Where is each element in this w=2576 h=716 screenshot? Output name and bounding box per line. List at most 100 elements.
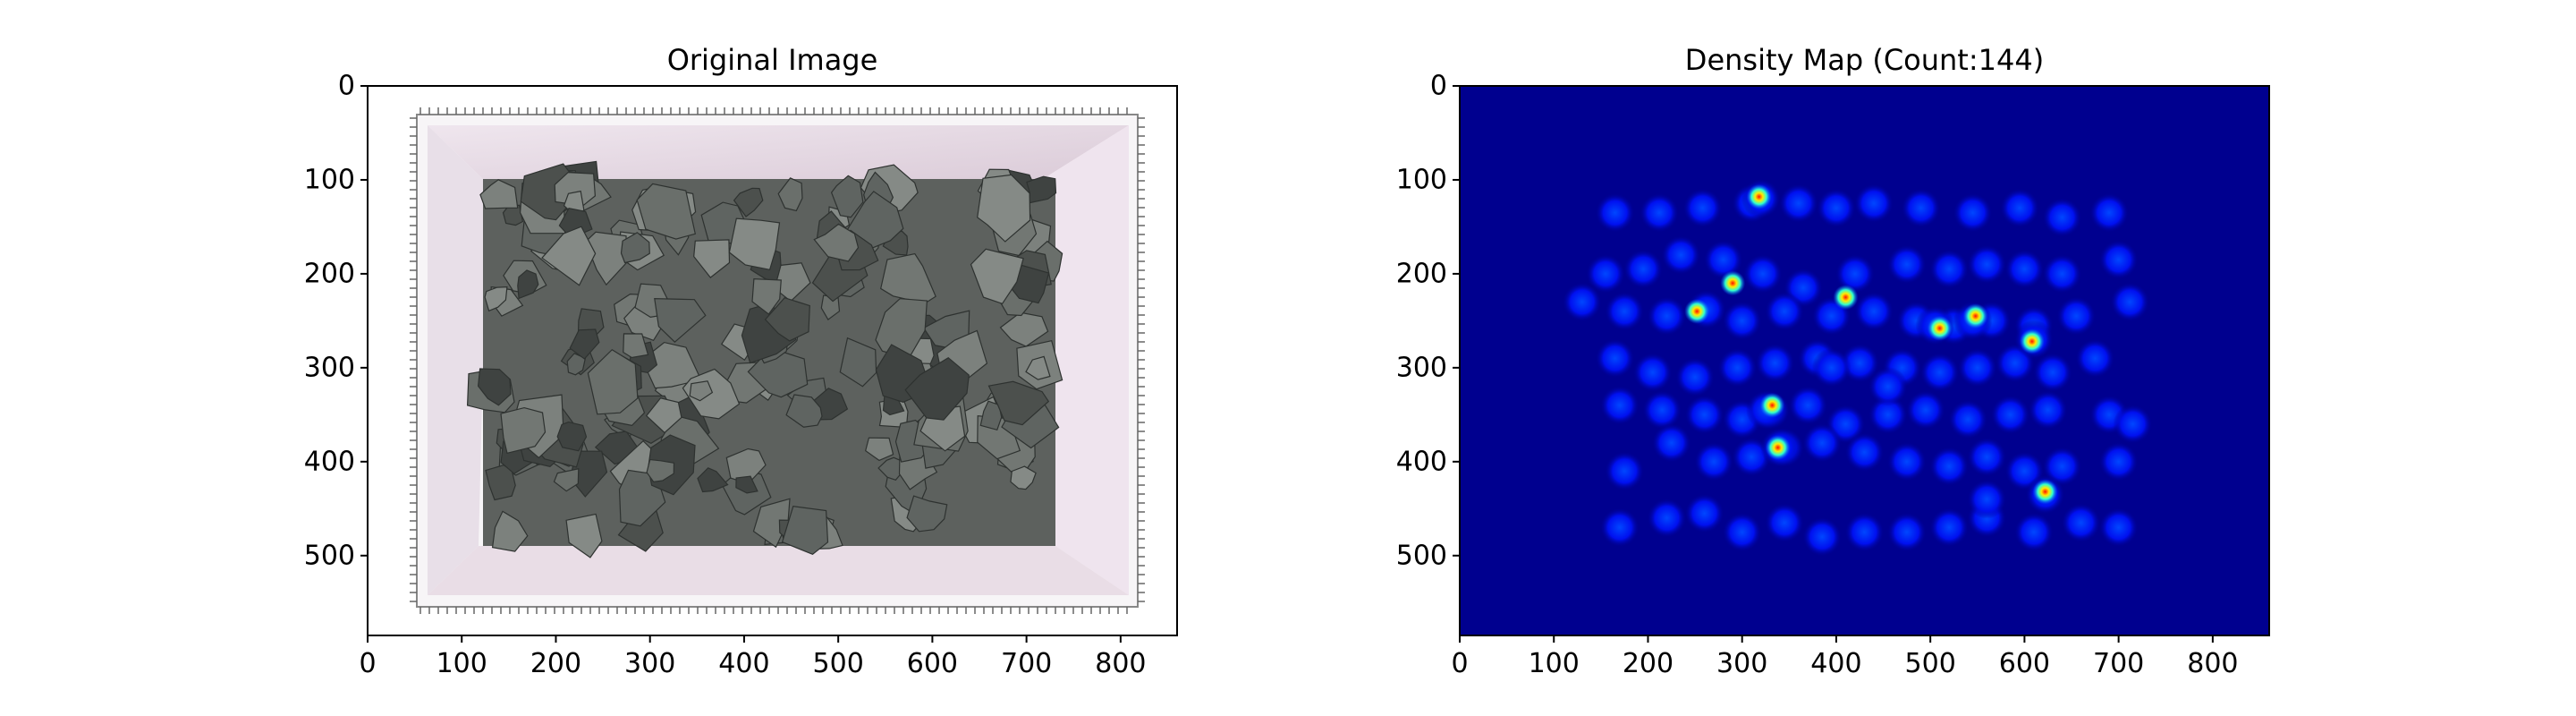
density-blob (1647, 498, 1687, 538)
density-blob (1722, 301, 1762, 341)
rock (1010, 465, 1037, 490)
x-tick-label: 300 (624, 648, 676, 679)
density-blob (1844, 512, 1885, 552)
y-tick-label: 0 (337, 70, 355, 102)
rock (553, 468, 580, 492)
rock (830, 175, 864, 218)
rock (623, 333, 649, 359)
rock (735, 475, 758, 494)
density-blob (2061, 503, 2101, 543)
rock (781, 506, 829, 555)
rock (820, 294, 841, 320)
density-blob (2113, 404, 2153, 444)
rock (484, 286, 508, 312)
x-tick-label: 800 (1095, 648, 1147, 679)
density-blob (1640, 192, 1680, 233)
density-blob (1953, 192, 1993, 233)
density-blob (2098, 507, 2139, 548)
density-blob (1703, 240, 1743, 280)
density-blob (1765, 291, 1805, 331)
density-blob (2042, 253, 2082, 294)
density-blob (2042, 197, 2082, 237)
density-hotspot (1765, 435, 1791, 461)
density-blob (1623, 249, 1664, 289)
density-blob (2089, 192, 2130, 233)
density-blob (1717, 347, 1758, 388)
rock (987, 380, 1050, 426)
original-photo (368, 86, 1177, 635)
density-blob (1605, 291, 1645, 331)
rock (813, 223, 860, 262)
density-hotspot (1684, 298, 1710, 324)
x-tick-label: 200 (530, 648, 582, 679)
density-blob (1788, 385, 1828, 425)
rock (646, 458, 675, 482)
y-tick-label: 400 (303, 446, 355, 478)
rock (693, 239, 731, 278)
x-tick-label: 400 (718, 648, 770, 679)
density-blob (1886, 512, 1927, 552)
density-blob (1802, 516, 1843, 557)
density-hotspot (1962, 303, 1988, 329)
density-blob (2075, 338, 2115, 379)
density-blob (2110, 282, 2150, 322)
density-blob (1990, 395, 2030, 435)
x-tick-label: 700 (2092, 648, 2145, 679)
density-blob (1684, 493, 1724, 533)
density-blob (1595, 338, 1635, 379)
density-blob (1868, 395, 1908, 435)
rock (785, 394, 823, 428)
y-tick-label: 200 (303, 258, 355, 290)
rock (904, 356, 970, 421)
density-blob (1967, 244, 2007, 285)
density-blob (1599, 385, 1640, 425)
density-blob (1868, 366, 1908, 406)
rock (764, 297, 810, 342)
rock (752, 498, 791, 549)
density-blob (1722, 512, 1762, 552)
y-tick-label: 0 (1429, 70, 1447, 102)
density-blob (1886, 441, 1927, 482)
density-blob (2032, 353, 2072, 393)
density-blob (1844, 432, 1885, 473)
x-tick-label: 600 (1998, 648, 2051, 679)
density-blob (1816, 188, 1856, 228)
rock (587, 348, 639, 415)
density-blob (1886, 244, 1927, 285)
density-blob (1742, 253, 1783, 294)
density-blob (1755, 343, 1795, 383)
density-hotspot (1720, 270, 1746, 296)
rock (565, 513, 603, 558)
rock (500, 406, 547, 455)
rock (620, 232, 650, 264)
x-tick-label: 100 (436, 648, 487, 679)
density-blob (1694, 441, 1734, 482)
density-blob (1854, 291, 1894, 331)
x-tick-label: 0 (1451, 648, 1469, 679)
x-tick-label: 400 (1810, 648, 1862, 679)
rock (865, 437, 894, 462)
density-blob (1642, 390, 1682, 430)
density-blob (1967, 479, 2007, 519)
density-blob (1765, 503, 1805, 543)
panel-title-density: Density Map (Count:144) (1684, 43, 2045, 77)
density-blob (1632, 353, 1673, 393)
density-blob (1802, 422, 1843, 463)
x-tick-label: 500 (1904, 648, 1956, 679)
density-blob (1948, 399, 1988, 439)
density-blob (1682, 188, 1723, 228)
density-blob (1562, 282, 1602, 322)
density-blob (1605, 451, 1645, 491)
rock (541, 226, 597, 286)
x-tick-label: 600 (906, 648, 959, 679)
x-tick-label: 800 (2187, 648, 2239, 679)
rock (502, 204, 524, 226)
rock (556, 421, 588, 452)
density-blob (1586, 253, 1626, 294)
density-hotspot (2032, 479, 2058, 505)
density-blob (1854, 183, 1894, 224)
density-blob (2028, 390, 2068, 430)
density-blob (2013, 512, 2054, 552)
rock (844, 191, 904, 249)
